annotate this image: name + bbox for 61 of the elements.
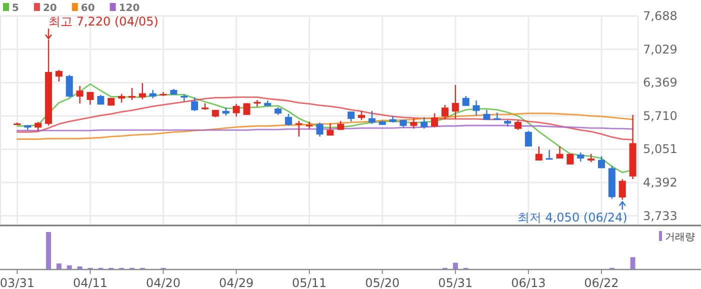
candlestick [618,178,626,200]
legend-label: 120 [118,3,140,14]
annotation: 최고 7,220 (04/05) [48,14,158,29]
y-tick-label: 3,733 [643,208,678,223]
bar [452,262,458,269]
candlestick [494,112,501,120]
candlestick [76,85,84,104]
x-tick-label: 06/13 [511,276,546,289]
x-tick-label: 05/11 [292,276,327,289]
y-tick-label: 5,051 [643,142,678,156]
candlestick [556,146,564,160]
candlestick [295,120,302,138]
candlestick [483,109,490,120]
candlestick [452,84,459,120]
candlestick [420,116,428,130]
x-tick-label: 04/29 [219,276,254,289]
annotation: 최저 4,050 (06/24) [517,210,628,225]
candlestick [524,130,532,148]
bar [56,263,62,269]
bar [46,232,52,269]
candlestick [472,100,480,116]
candlestick [431,112,438,128]
candlestick [316,122,324,138]
candlestick [34,121,42,132]
y-tick-label: 5,710 [643,108,678,123]
bar [77,266,82,269]
candlestick [441,104,448,120]
legend-label: 60 [80,3,95,14]
candlestick [410,118,418,130]
candlestick [535,146,542,162]
y-tick-label: 7,688 [643,9,678,23]
legend-label: 20 [42,3,57,14]
x-tick-label: 04/11 [72,276,108,289]
candlestick [232,103,240,118]
x-tick-label: 05/31 [438,276,473,289]
x-tick-label: 03/31 [0,276,35,289]
candlestick [86,91,94,106]
candlestick [138,82,146,100]
candlestick [66,74,73,98]
candlestick [514,120,522,130]
y-tick-label: 7,029 [643,42,678,56]
candlestick [598,156,605,169]
candlestick [191,96,198,112]
x-tick-label: 06/22 [584,276,619,289]
candlestick [348,110,355,122]
candlestick [243,102,250,116]
candlestick [284,113,292,126]
bar [66,265,72,269]
x-tick-label: 05/20 [365,276,400,289]
y-tick-label: 4,392 [643,175,678,190]
candlestick [326,122,334,136]
candlestick [368,110,376,124]
legend-label: 거래량 [665,232,695,243]
bar [630,257,636,269]
y-tick-label: 6,369 [643,76,678,90]
x-tick-label: 04/20 [146,276,181,289]
legend-label: 5 [12,3,19,14]
candlestick [55,69,62,82]
candlestick [462,95,470,107]
candlestick [546,149,553,160]
line-series [16,96,634,140]
